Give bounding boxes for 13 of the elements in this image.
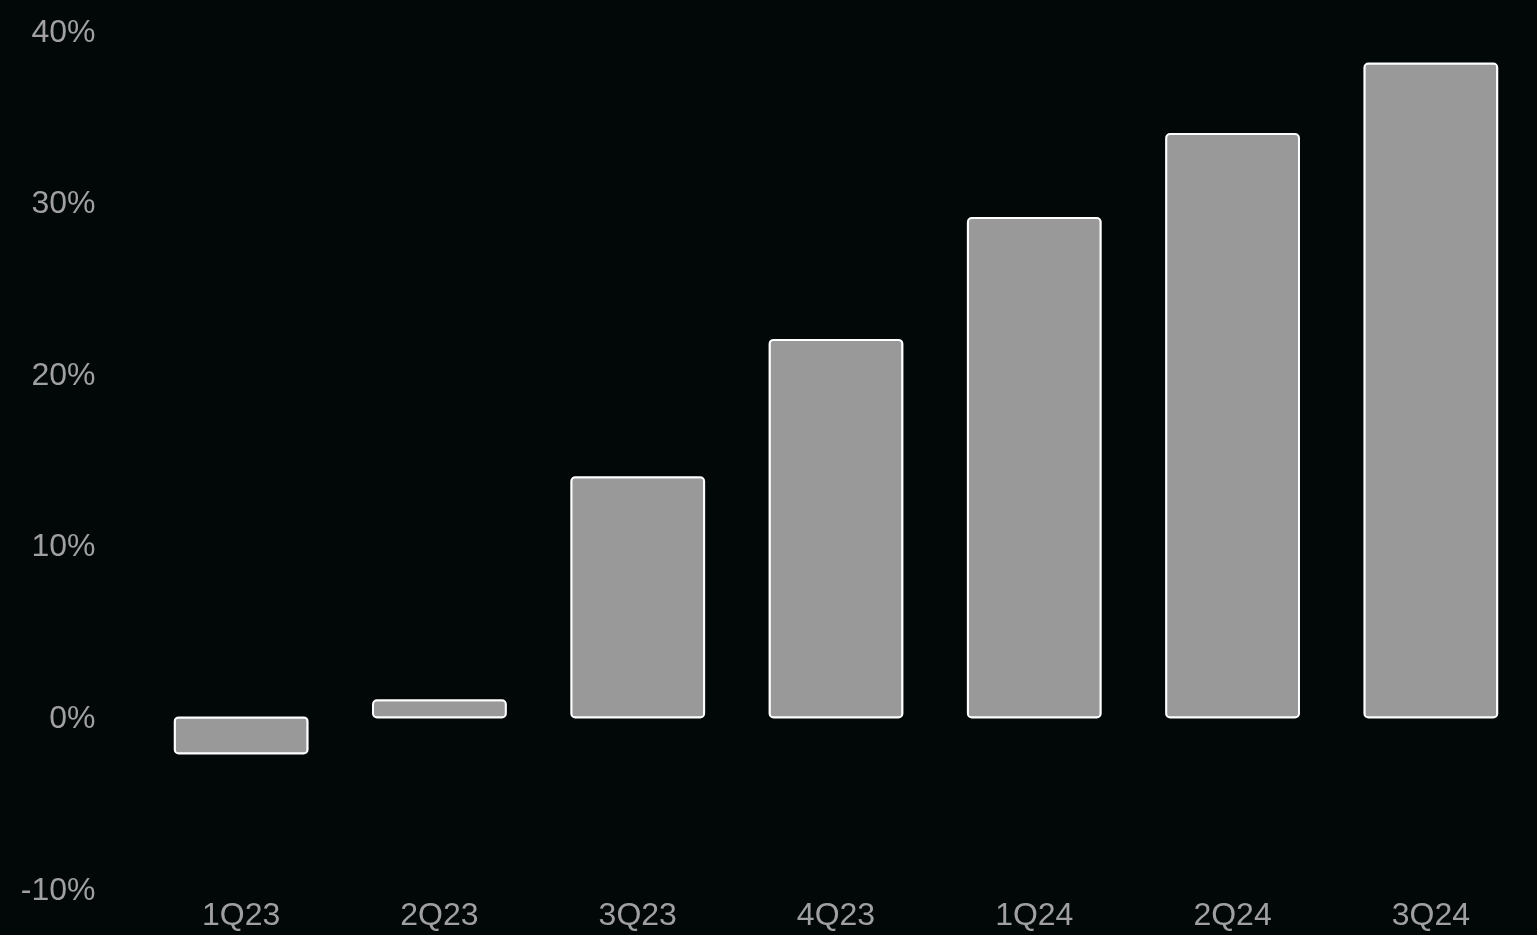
x-tick-label: 2Q24	[1193, 895, 1272, 932]
x-tick-label: 2Q23	[400, 895, 479, 932]
y-tick-label: 30%	[31, 184, 96, 221]
y-tick-label: 40%	[31, 12, 96, 49]
x-tick-label: 3Q23	[598, 895, 677, 932]
y-tick-label: 0%	[49, 698, 96, 735]
y-tick-label: -10%	[20, 870, 96, 907]
x-tick-label: 4Q23	[796, 895, 876, 932]
y-tick-label: 20%	[31, 355, 96, 392]
x-tick-label: 3Q24	[1391, 895, 1470, 932]
x-tick-label: 1Q24	[995, 895, 1074, 932]
y-tick-label: 10%	[31, 527, 96, 564]
x-tick-label: 1Q23	[202, 895, 281, 932]
